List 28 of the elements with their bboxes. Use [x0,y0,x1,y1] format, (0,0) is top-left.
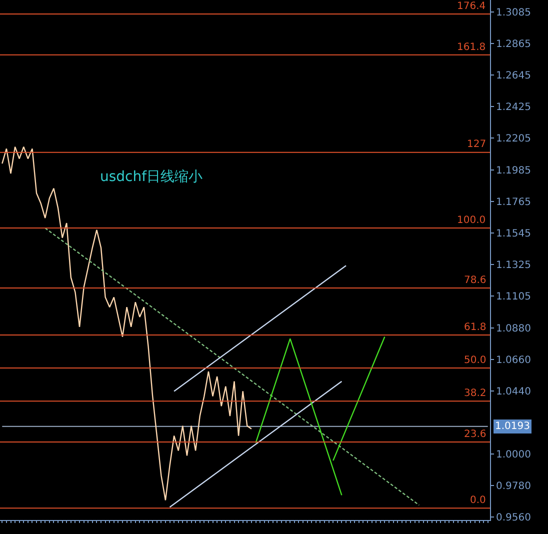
ref-line-label: 61.8 [464,322,486,333]
y-tick-label: 1.0000 [496,450,531,461]
y-tick-label: 0.9780 [496,481,531,492]
ref-line-label: 78.6 [464,275,486,286]
y-tick-label: 1.0440 [496,386,531,398]
y-tick-label: 1.2425 [496,102,531,114]
annotation: usdchf日线缩小 [100,169,203,185]
y-tick-label: 1.2645 [496,70,531,82]
series-label: 1.0193 [495,421,530,432]
y-tick-label: 1.0660 [496,355,531,366]
ref-line-label: 38.2 [464,388,486,399]
ref-line-label: 161.8 [457,42,486,53]
ref-line-label: 50.0 [464,355,486,366]
y-tick-label: 1.1545 [496,228,531,240]
y-tick-label: 1.0880 [496,324,531,335]
y-tick-label: 1.1985 [496,165,531,176]
ref-line-label: 23.6 [464,429,486,440]
ref-line-label: 176.4 [457,1,486,12]
ref-line-label: 100.0 [457,215,486,226]
ref-line-label: 0.0 [470,495,486,506]
y-tick-label: 1.1325 [496,260,531,271]
y-tick-label: 1.1105 [496,291,531,302]
y-tick-label: 1.3085 [496,8,531,19]
y-tick-label: 1.2205 [496,134,531,145]
y-tick-label: 1.2865 [496,39,531,50]
ref-line-label: 127 [467,139,486,150]
y-tick-label: 0.9560 [496,512,531,524]
y-tick-label: 1.1765 [496,196,531,208]
